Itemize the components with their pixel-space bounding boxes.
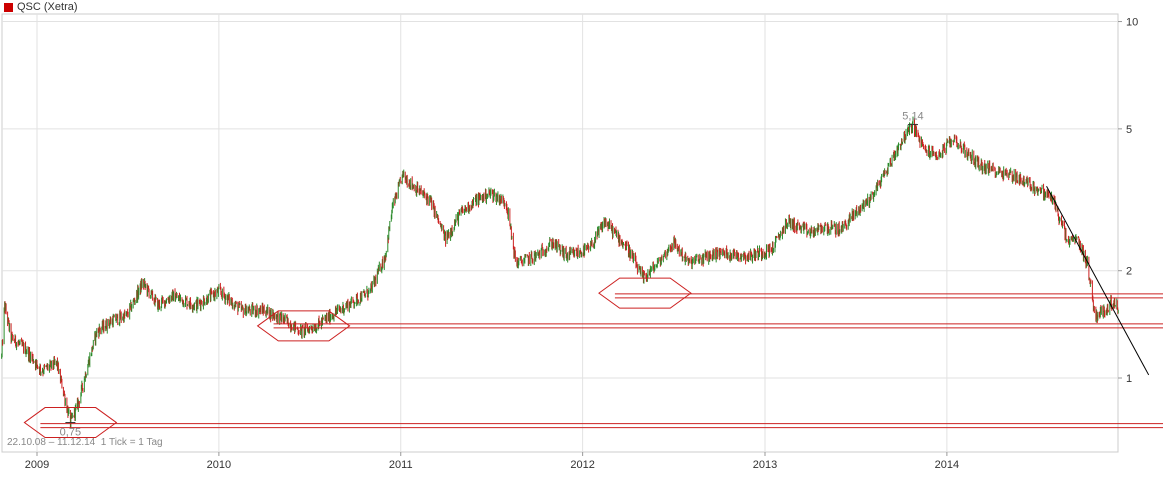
y-tick-label: 5	[1126, 124, 1132, 136]
support-hexagon	[23, 407, 118, 439]
support-hexagon	[256, 310, 351, 342]
x-tick-label: 2009	[25, 459, 49, 471]
candlestick-series	[1, 116, 1119, 429]
high-label: 5,14	[902, 111, 923, 123]
x-axis: 2009 2010 2011 2012 2013 2014	[25, 452, 959, 471]
chart-footer: 22.10.08 – 11.12.14 1 Tick = 1 Tag	[7, 437, 163, 448]
plot-frame	[1, 13, 1119, 453]
legend-label: QSC (Xetra)	[17, 1, 78, 13]
y-tick-label: 1	[1126, 373, 1132, 385]
x-tick-label: 2011	[389, 459, 413, 471]
annotations: 5,14 0,75	[23, 111, 1163, 439]
legend-swatch	[4, 2, 13, 12]
chart-legend: QSC (Xetra)	[4, 1, 78, 13]
grid-lines	[2, 14, 1118, 452]
y-axis: 10 5 2 1	[1118, 17, 1138, 385]
trend-line	[1046, 186, 1150, 376]
x-tick-label: 2012	[570, 459, 594, 471]
x-tick-label: 2010	[207, 459, 231, 471]
x-tick-label: 2014	[935, 459, 959, 471]
low-label: 0,75	[60, 427, 81, 439]
support-hexagon	[598, 277, 692, 309]
y-tick-label: 10	[1126, 17, 1138, 29]
tick-info: 1 Tick = 1 Tag	[100, 437, 163, 448]
date-range: 22.10.08 – 11.12.14	[7, 437, 96, 448]
y-tick-label: 2	[1126, 266, 1132, 278]
x-tick-label: 2013	[753, 459, 777, 471]
